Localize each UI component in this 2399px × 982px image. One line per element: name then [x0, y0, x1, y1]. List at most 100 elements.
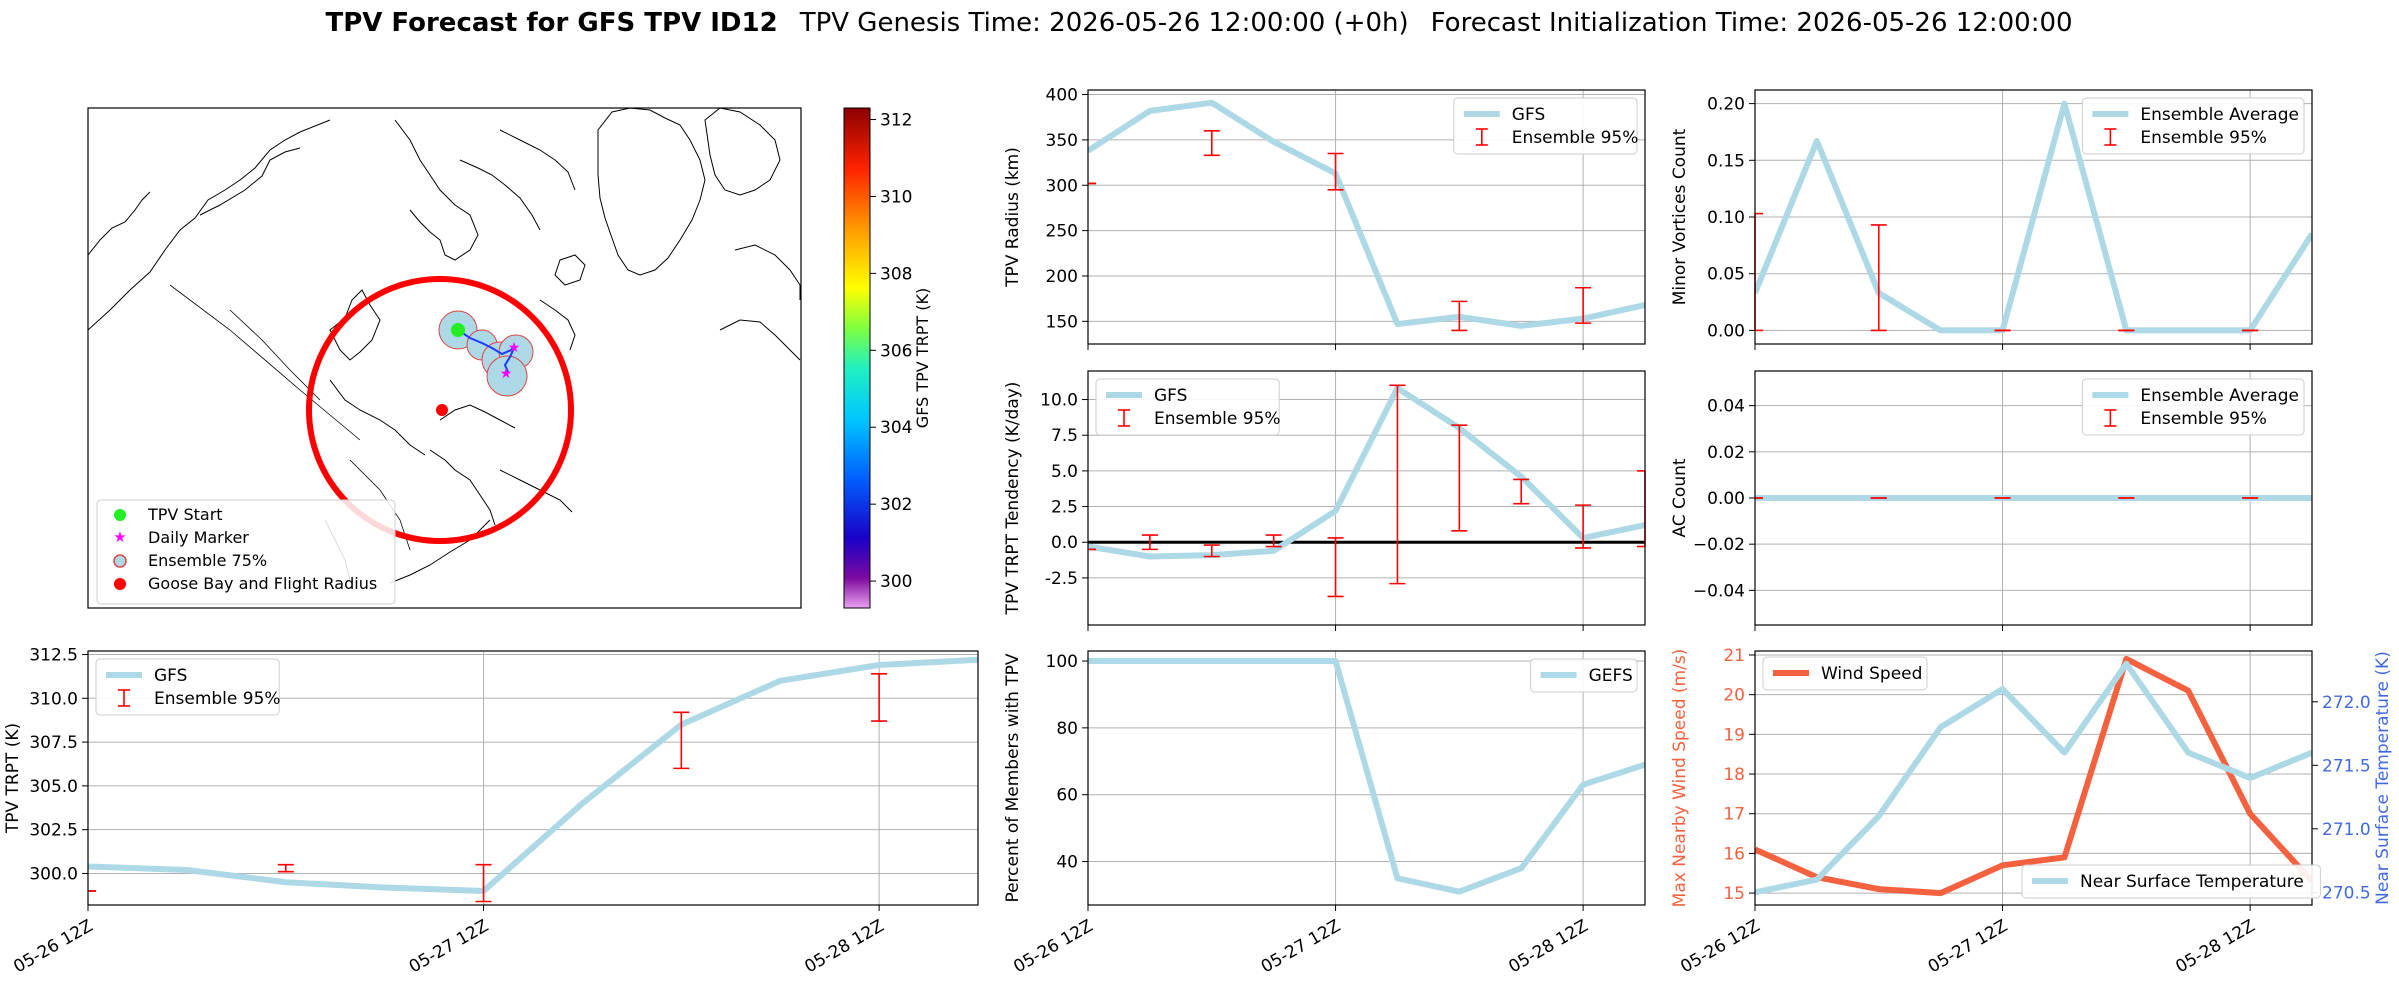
y-tick-label: −0.02 [1693, 535, 1745, 555]
chart-trpt: 300.0 302.5 305.0 307.5 310.0 312.5 05-26 12Z 0… [3, 646, 979, 977]
y-tick-label: −0.04 [1693, 581, 1745, 601]
series-line-ensemble-average [1755, 100, 2312, 334]
series-line-gefs [1088, 658, 1645, 895]
map-legend: ★ TPV Start Daily Marker Ensemble 75% Go… [96, 499, 396, 605]
y-tick-label: 21 [1723, 646, 1745, 666]
chart-minor: 0.00 0.05 0.10 0.15 0.20 Minor Vortices Count… [1670, 89, 2313, 350]
y-tick-label: 80 [1056, 719, 1078, 739]
legend-label: GEFS [1589, 666, 1633, 686]
y-tick-label: -2.5 [1045, 569, 1078, 589]
tpv-track [457, 329, 516, 373]
legend: GFS Ensemble 95% [1453, 97, 1639, 155]
y-axis-label: Minor Vortices Count [1670, 128, 1690, 305]
x-tick-label: 05-26 12Z [10, 916, 96, 977]
legend: GEFS [1530, 658, 1638, 693]
colorbar: 312 310 308 306 304 302 300 GFS TPV TRPT (K) [843, 107, 932, 609]
legend-label: Ensemble Average [2140, 105, 2299, 125]
errorbars [88, 672, 888, 903]
y-right-tick-label: 270.5 [2322, 883, 2371, 903]
y-axis-label: TPV TRPT (K) [3, 723, 23, 834]
y-tick-label: 150 [1046, 312, 1078, 332]
y-tick-label: 2.5 [1051, 498, 1078, 518]
chart-radius: 150 200 250 300 350 400 TPV Radius (km) GFS Ense… [1003, 86, 1646, 350]
legend-label: Ensemble 95% [154, 689, 281, 709]
legend: Ensemble Average Ensemble 95% [2081, 97, 2305, 155]
series-line-wind-speed [1755, 655, 2312, 897]
legend: GFS Ensemble 95% [95, 658, 281, 716]
map-legend-marker: Daily Marker [148, 528, 249, 547]
legend-frame [2081, 378, 2305, 436]
legend-label: Near Surface Temperature [2080, 872, 2304, 892]
y-tick-label: 0.20 [1707, 95, 1745, 115]
x-tick-label: 05-27 12Z [1925, 916, 2011, 977]
y-tick-label: 40 [1056, 853, 1078, 873]
y-tick-label: 15 [1723, 884, 1745, 904]
title-main: TPV Forecast for GFS TPV ID12 [325, 8, 777, 38]
x-tick-label: 05-28 12Z [2172, 916, 2258, 977]
svg-text:★: ★ [113, 528, 126, 546]
series-line-near-surface-temperature [1755, 660, 2312, 896]
y-axis-label: Max Nearby Wind Speed (m/s) [1670, 649, 1690, 908]
x-tick-label: 05-28 12Z [1505, 916, 1591, 977]
legend-label: Ensemble Average [2140, 386, 2299, 406]
y-tick-label: 0.15 [1707, 151, 1745, 171]
figure-title: TPV Forecast for GFS TPV ID12 TPV Genesis… [325, 8, 2072, 38]
colorbar-ticks: 312 310 308 306 304 302 300 [870, 111, 912, 592]
legend-label: Ensemble 95% [1512, 128, 1639, 148]
y-tick-label: 0.00 [1707, 489, 1745, 509]
y-tick-label: 305.0 [29, 777, 78, 797]
chart-tend: -2.5 0.0 2.5 5.0 7.5 10.0 TPV TRPT Tendency (K… [1003, 370, 1646, 631]
errorbars [1088, 130, 1592, 332]
map-frame [87, 107, 802, 609]
y-tick-label: 400 [1046, 86, 1078, 106]
y-tick-label: 60 [1056, 786, 1078, 806]
colorbar-tick-label: 312 [880, 111, 912, 131]
plot-area [1755, 100, 2312, 334]
colorbar-tick-label: 304 [880, 418, 912, 438]
daily-markers: ★ ★ [500, 340, 521, 382]
svg-text:★: ★ [508, 340, 521, 356]
map-legend-radius: Goose Bay and Flight Radius [148, 574, 377, 593]
y-right-tick-label: 271.5 [2322, 756, 2371, 776]
axes-frame [1087, 370, 1646, 626]
legend-frame [2021, 864, 2321, 899]
x-tick-label: 05-27 12Z [406, 916, 492, 977]
y-axis-label: TPV TRPT Tendency (K/day) [1003, 382, 1023, 616]
legend: GFS Ensemble 95% [1095, 378, 1281, 436]
plot-area [88, 656, 978, 894]
legend-label: Wind Speed [1821, 664, 1922, 684]
x-tick-label: 05-27 12Z [1258, 916, 1344, 977]
axes-frame [1087, 650, 1646, 906]
chart-ac: −0.04 −0.02 0.00 0.02 0.04 AC Count Ensemble A… [1670, 370, 2313, 631]
y-tick-label: 17 [1723, 805, 1745, 825]
axes-frame [1754, 370, 2313, 626]
axes-frame [1754, 650, 2313, 906]
y-tick-label: 0.00 [1707, 321, 1745, 341]
colorbar-tick-label: 306 [880, 341, 912, 361]
colorbar-tick-label: 302 [880, 495, 912, 515]
series-line-gfs [1088, 385, 1645, 560]
y-tick-label: 0.04 [1707, 397, 1745, 417]
axes-frame [87, 650, 979, 906]
legend-label: Ensemble 95% [2140, 128, 2267, 148]
y-tick-label: 100 [1046, 652, 1078, 672]
y-axis-label: AC Count [1670, 458, 1690, 537]
map-legend-start: TPV Start [147, 505, 223, 524]
chart-wind: 15 16 17 18 19 20 21 05-26 12Z 05-27 12Z 05-28 12… [1670, 646, 2393, 977]
y-tick-label: 10.0 [1040, 391, 1078, 411]
x-tick-label: 05-28 12Z [801, 916, 887, 977]
y-tick-label: 7.5 [1051, 426, 1078, 446]
x-tick-label: 05-26 12Z [1010, 916, 1096, 977]
y-tick-label: 19 [1723, 725, 1745, 745]
legend: Near Surface Temperature [2021, 864, 2321, 899]
y-tick-label: 307.5 [29, 733, 78, 753]
y-right-tick-label: 271.0 [2322, 820, 2371, 840]
colorbar-label: GFS TPV TRPT (K) [913, 288, 932, 428]
y-tick-label: 0.10 [1707, 208, 1745, 228]
y-right-tick-label: 272.0 [2322, 693, 2371, 713]
flight-radius-circle [306, 276, 574, 544]
colorbar-tick-label: 300 [880, 572, 912, 592]
plot-area [1088, 385, 1645, 560]
axes-frame [1087, 89, 1646, 345]
